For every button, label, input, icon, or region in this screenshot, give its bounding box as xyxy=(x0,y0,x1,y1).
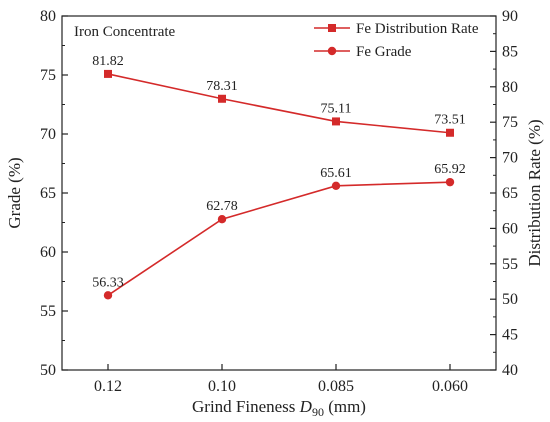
x-tick-label: 0.10 xyxy=(208,378,236,395)
legend-label: Fe Distribution Rate xyxy=(356,21,479,37)
left-y-tick-label: 75 xyxy=(40,67,56,84)
right-y-tick-label: 75 xyxy=(502,114,518,131)
data-label: 65.61 xyxy=(320,166,352,181)
data-point-square xyxy=(218,94,226,103)
data-point-circle xyxy=(331,181,341,191)
series-line-1 xyxy=(107,73,451,134)
left-y-tick-label: 60 xyxy=(40,244,56,261)
data-point-circle xyxy=(103,291,113,300)
data-point-square xyxy=(332,117,340,126)
right-y-tick-label: 55 xyxy=(502,256,518,273)
right-y-tick-label: 40 xyxy=(502,362,518,379)
left-y-tick-label: 65 xyxy=(40,185,56,202)
right-y-tick-label: 70 xyxy=(502,150,518,167)
right-y-tick-label: 60 xyxy=(502,220,518,237)
data-label: 73.51 xyxy=(434,113,466,128)
data-point-circle xyxy=(445,177,455,187)
x-tick-label: 0.085 xyxy=(318,378,354,395)
right-y-tick-label: 85 xyxy=(502,43,518,60)
plot-frame xyxy=(61,15,497,371)
legend-label: Fe Grade xyxy=(356,44,412,60)
data-point-circle xyxy=(217,214,227,224)
right-y-tick-label: 50 xyxy=(502,291,518,308)
right-y-tick-label: 65 xyxy=(502,185,518,202)
data-label: 75.11 xyxy=(321,101,352,116)
right-y-tick-label: 80 xyxy=(502,79,518,96)
x-tick-label: 0.060 xyxy=(432,378,468,395)
data-point-square xyxy=(446,128,454,137)
data-point-square xyxy=(104,69,112,78)
data-label: 62.78 xyxy=(206,199,238,214)
left-y-tick-label: 70 xyxy=(40,126,56,143)
right-y-tick-label: 45 xyxy=(502,327,518,344)
legend-marker-square xyxy=(328,24,336,32)
data-label: 65.92 xyxy=(434,162,466,177)
left-y-tick-label: 80 xyxy=(40,8,56,25)
left-y-tick-label: 50 xyxy=(40,362,56,379)
right-y-axis-title: Distribution Rate (%) xyxy=(525,119,544,266)
data-label: 81.82 xyxy=(92,54,124,69)
right-y-tick-label: 90 xyxy=(502,8,518,25)
data-label: 56.33 xyxy=(92,275,124,290)
x-tick-label: 0.12 xyxy=(94,378,122,395)
x-axis-title: Grind Fineness D90 (mm) xyxy=(192,397,366,419)
legend-marker-circle xyxy=(327,46,337,56)
left-y-tick-label: 55 xyxy=(40,303,56,320)
data-label: 78.31 xyxy=(206,79,238,94)
chart-annotation: Iron Concentrate xyxy=(74,24,176,40)
left-y-axis-title: Grade (%) xyxy=(5,157,24,228)
series-line-2 xyxy=(107,181,451,296)
